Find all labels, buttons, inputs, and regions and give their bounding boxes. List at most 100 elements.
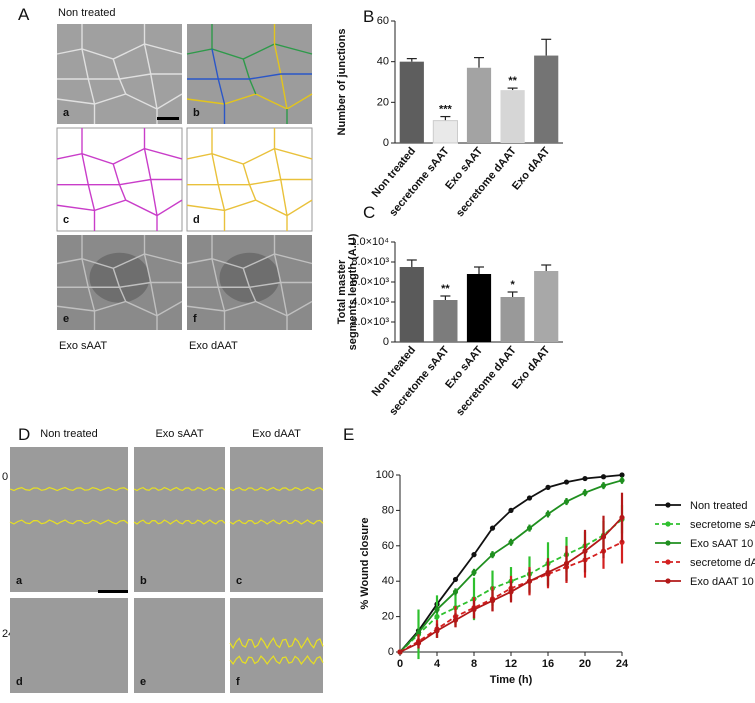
significance: ** (441, 283, 450, 295)
x-tick-label: secretome dAAT (454, 145, 519, 219)
y-axis-label: Number of junctions (336, 29, 348, 136)
point (526, 495, 533, 501)
micrograph-center (219, 252, 280, 303)
legend-marker (665, 502, 671, 508)
legend-marker (665, 559, 671, 565)
legend-label: Exo sAAT 10 (690, 538, 753, 550)
point (471, 569, 477, 575)
bar (466, 67, 492, 143)
y-tick-label: 6.0×10³ (351, 276, 389, 288)
image-label: c (63, 214, 69, 226)
point (600, 483, 607, 489)
legend-label: secretome sAAT (690, 519, 755, 531)
point (452, 617, 459, 623)
x-tick-label: secretome sAAT (387, 344, 452, 418)
y-tick-label: 20 (377, 96, 389, 108)
wound-edge (229, 636, 324, 650)
bar (534, 55, 559, 143)
legend-marker (665, 578, 671, 584)
wound-edge (133, 519, 226, 525)
y-axis-label: % Wound closure (359, 517, 371, 609)
bar (534, 271, 559, 342)
point (619, 514, 625, 521)
bar (433, 300, 458, 342)
wound-image (230, 447, 323, 592)
point (545, 511, 551, 517)
point (434, 614, 440, 620)
bar (399, 61, 424, 143)
network-segment (187, 73, 312, 80)
point (434, 628, 440, 634)
panel-letter: A (18, 5, 30, 24)
wound-edge (133, 486, 226, 492)
image-label: b (140, 575, 147, 587)
point (489, 598, 496, 604)
image-label: f (193, 313, 197, 325)
point (452, 589, 459, 595)
point (526, 578, 533, 584)
y-tick-label: 60 (382, 540, 394, 552)
panel-letter: C (363, 203, 375, 222)
point (489, 552, 496, 558)
image-label: d (16, 676, 23, 688)
series-line (399, 479, 623, 653)
bar (500, 297, 525, 342)
image-label: b (193, 107, 200, 119)
point (619, 472, 625, 478)
point (600, 474, 607, 480)
point (600, 534, 607, 540)
column-header: Exo sAAT (155, 428, 203, 440)
point (508, 589, 514, 595)
x-tick-label: 24 (616, 658, 629, 670)
point (582, 475, 588, 482)
y-tick-label: 2.0×10³ (351, 316, 389, 328)
point (526, 525, 533, 531)
network-segment (187, 178, 312, 186)
legend-marker (665, 521, 671, 527)
series-line (399, 474, 623, 653)
point (563, 560, 570, 567)
network-segment (57, 281, 182, 288)
network-segment (57, 73, 182, 80)
y-axis-label: segments length (A.U) (347, 233, 359, 350)
network-segment (57, 178, 182, 186)
wound-image (10, 447, 128, 592)
image-caption: Exo sAAT (59, 340, 107, 352)
image-label: c (236, 575, 242, 587)
y-tick-label: 8.0×10³ (351, 256, 389, 268)
y-tick-label: 0 (383, 336, 389, 348)
bar (500, 90, 525, 143)
image-label: e (140, 676, 146, 688)
y-tick-label: 0 (388, 646, 394, 658)
y-tick-label: 20 (382, 611, 394, 623)
wound-image (134, 598, 225, 693)
y-tick-label: 60 (377, 15, 389, 27)
point (563, 479, 570, 485)
x-axis-label: Time (h) (490, 674, 533, 686)
wound-edge (9, 519, 129, 525)
y-tick-label: 4.0×10³ (351, 296, 389, 308)
legend-marker (665, 540, 671, 546)
point (545, 484, 551, 490)
wound-edge (229, 654, 324, 666)
y-tick-label: 0 (383, 137, 389, 149)
y-tick-label: 40 (377, 56, 389, 68)
point (471, 552, 477, 558)
wound-edge (229, 486, 324, 492)
scale-bar (157, 117, 179, 120)
image-label: a (16, 575, 23, 587)
y-tick-label: 1.0×10⁴ (350, 236, 389, 248)
point (545, 569, 551, 575)
significance: ** (508, 75, 517, 87)
point (452, 576, 459, 583)
point (415, 629, 422, 636)
image-label: a (63, 107, 70, 119)
image-label: e (63, 313, 69, 325)
x-tick-label: 16 (542, 658, 554, 670)
legend-label: Exo dAAT 10 (690, 576, 754, 588)
wound-image (134, 447, 225, 592)
column-header: Non treated (40, 428, 97, 440)
panel-letter: E (343, 425, 354, 444)
panel-title: Non treated (58, 7, 115, 19)
